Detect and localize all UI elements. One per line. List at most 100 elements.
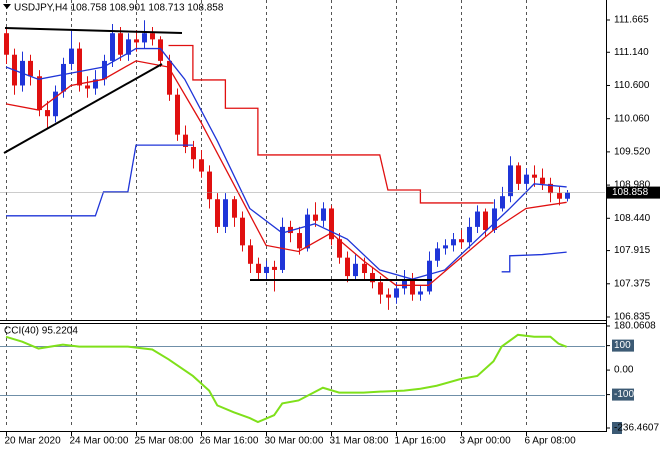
- candle-body: [540, 177, 545, 184]
- candle-body: [37, 76, 42, 111]
- candle-body: [402, 279, 407, 289]
- x-tick-label: 30 Mar 00:00: [265, 436, 324, 447]
- candle-body: [240, 217, 245, 246]
- candle-body: [467, 226, 472, 243]
- candle-body: [223, 199, 228, 227]
- candle-body: [77, 48, 82, 86]
- candle-body: [305, 214, 310, 249]
- x-tick-label: 3 Apr 00:00: [460, 436, 512, 447]
- y-tick-label: 108.440: [614, 213, 651, 224]
- y-tick-label: 108.980: [614, 180, 651, 191]
- candle-body: [215, 199, 220, 227]
- candle-body: [492, 208, 497, 230]
- level-label-box: [612, 422, 622, 434]
- candle-body: [443, 245, 448, 249]
- candle-body: [183, 134, 188, 147]
- candle-body: [248, 245, 253, 264]
- candle-body: [386, 294, 391, 298]
- y-tick-label: 107.915: [614, 245, 651, 256]
- candle-body: [451, 239, 456, 246]
- x-tick-label: 26 Mar 16:00: [200, 436, 259, 447]
- candle-body: [321, 208, 326, 221]
- y-tick-label: -100: [614, 389, 634, 400]
- candle-body: [345, 257, 350, 277]
- x-tick-label: 25 Mar 08:00: [135, 436, 194, 447]
- candle-body: [158, 39, 163, 61]
- candle-body: [175, 94, 180, 135]
- chart-title: USDJPY,H4 108.758 108.901 108.713 108.85…: [14, 3, 224, 14]
- indicator-line: [5, 333, 568, 424]
- candle-body: [272, 266, 277, 270]
- candle-body: [313, 214, 318, 221]
- indicator-line: [5, 47, 567, 280]
- candle-body: [500, 196, 505, 209]
- candle-body: [45, 110, 50, 117]
- candle-body: [532, 174, 537, 178]
- candle-body: [110, 33, 115, 61]
- y-tick-label: 107.375: [614, 278, 651, 289]
- indicator-line: [6, 144, 567, 273]
- indicator-line: [168, 44, 494, 204]
- candle-body: [353, 263, 358, 277]
- candle-body: [61, 63, 66, 92]
- candle-body: [85, 85, 90, 89]
- x-tick-label: 24 Mar 00:00: [70, 436, 129, 447]
- candle-body: [256, 263, 261, 274]
- candle-body: [410, 279, 415, 295]
- candle-body: [191, 146, 196, 160]
- candle-body: [483, 211, 488, 230]
- candle-body: [199, 159, 204, 172]
- x-tick-label: 31 Mar 08:00: [330, 436, 389, 447]
- candle-body: [459, 239, 464, 243]
- candle-body: [4, 33, 9, 55]
- x-tick-label: 20 Mar 2020: [5, 436, 62, 447]
- plot-area: [0, 0, 605, 428]
- candle-body: [102, 60, 107, 80]
- title-icon: [3, 4, 11, 9]
- candle-body: [28, 60, 33, 77]
- candle-body: [557, 193, 562, 199]
- level-label-box: [612, 388, 634, 401]
- y-tick-label: -236.4607: [614, 423, 659, 434]
- trend-line: [3, 63, 163, 154]
- y-tick-label: 111.140: [614, 47, 649, 58]
- candle-body: [548, 183, 553, 194]
- candle-body: [69, 48, 74, 64]
- candle-body: [167, 60, 172, 95]
- candle-body: [150, 33, 155, 40]
- candle-body: [53, 91, 58, 117]
- candle-body: [329, 208, 334, 240]
- y-tick-label: 111.665: [614, 15, 649, 26]
- candle-body: [362, 263, 367, 274]
- candle-body: [394, 288, 399, 298]
- y-tick-label: 180.0608: [614, 321, 656, 332]
- candle-body: [232, 199, 237, 218]
- indicator-title: CCI(40) 95.2204: [4, 326, 78, 337]
- y-tick-label: 100: [614, 340, 631, 351]
- candle-body: [418, 291, 423, 295]
- candle-body: [475, 211, 480, 227]
- y-tick-label: 106.835: [614, 312, 651, 323]
- candle-body: [370, 273, 375, 283]
- trend-line: [4, 27, 183, 34]
- y-tick-label: 0.00: [614, 365, 634, 376]
- last-price-box: [607, 186, 660, 199]
- candle-body: [378, 282, 383, 295]
- candle-body: [207, 171, 212, 200]
- candle-body: [288, 226, 293, 234]
- candle-body: [337, 239, 342, 258]
- y-tick-label: 110.060: [614, 113, 650, 124]
- candle-body: [264, 266, 269, 274]
- last-price-label: 108.858: [612, 187, 649, 198]
- candle-body: [134, 39, 139, 43]
- level-label-box: [612, 339, 634, 352]
- candle-body: [118, 33, 123, 55]
- candle-body: [524, 174, 529, 184]
- y-tick-label: 110.600: [614, 80, 650, 91]
- candle-body: [126, 39, 131, 55]
- candle-body: [565, 192, 570, 199]
- candle-body: [508, 165, 513, 197]
- candle-body: [93, 79, 98, 89]
- x-tick-label: 1 Apr 16:00: [395, 436, 447, 447]
